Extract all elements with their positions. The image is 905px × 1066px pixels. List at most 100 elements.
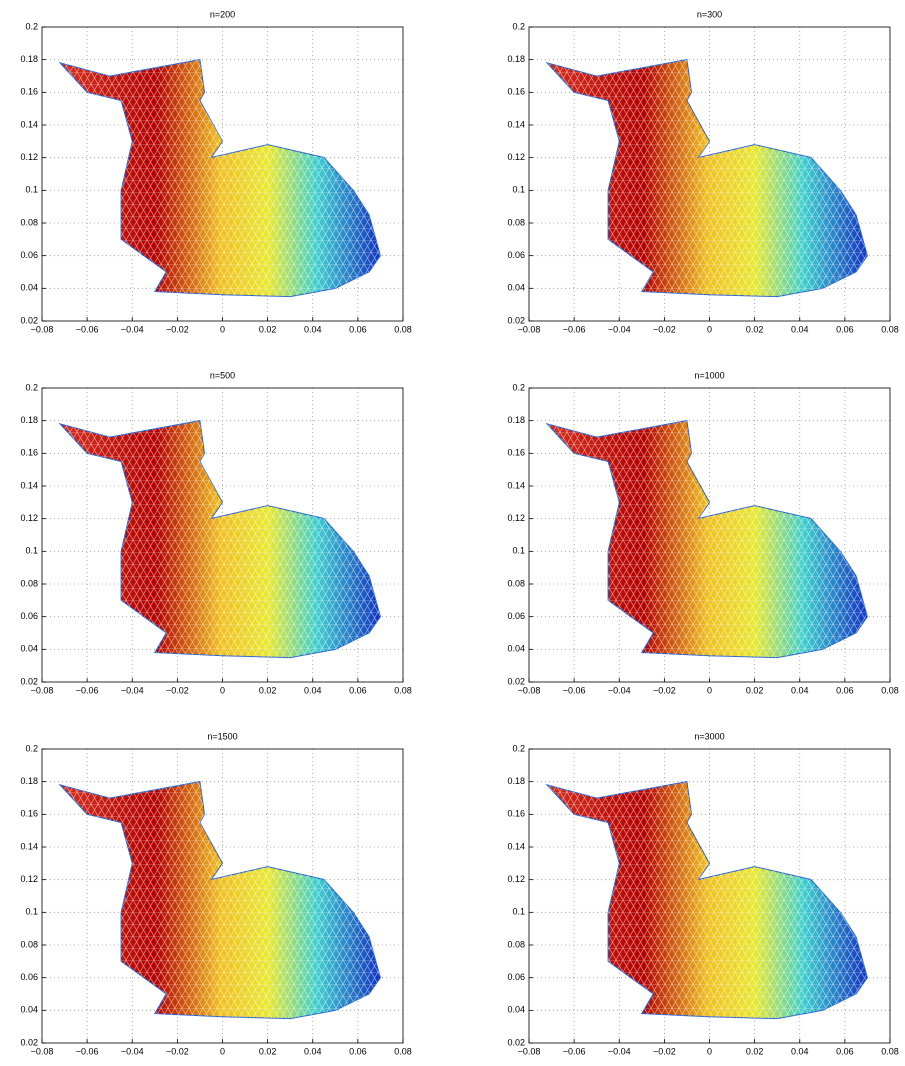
y-tick-label: 0.16	[20, 448, 38, 458]
y-tick-label: 0.2	[512, 382, 525, 392]
x-tick-label: −0.02	[166, 1046, 189, 1056]
x-tick-label: −0.04	[121, 685, 144, 695]
y-tick-label: 0.14	[507, 480, 525, 490]
y-tick-label: 0.18	[20, 54, 38, 64]
x-tick-label: −0.04	[608, 324, 631, 334]
chart-title: n=200	[210, 9, 235, 19]
x-tick-label: −0.04	[608, 1046, 631, 1056]
x-tick-label: 0.08	[881, 1046, 899, 1056]
x-tick-label: 0	[220, 685, 225, 695]
y-tick-label: 0.1	[512, 546, 525, 556]
x-tick-label: −0.06	[563, 685, 586, 695]
chart-title: n=1500	[207, 731, 237, 741]
x-tick-label: −0.06	[76, 685, 99, 695]
y-tick-label: 0.18	[507, 776, 525, 786]
x-tick-label: 0.08	[394, 685, 412, 695]
y-tick-label: 0.06	[507, 972, 525, 982]
y-tick-label: 0.1	[25, 185, 38, 195]
x-tick-label: 0.08	[881, 685, 899, 695]
y-tick-label: 0.12	[20, 513, 38, 523]
x-tick-label: 0.06	[836, 685, 854, 695]
x-tick-label: −0.04	[121, 324, 144, 334]
x-tick-label: 0	[220, 1046, 225, 1056]
subplot: n=1000 −0.08 −0.06 −0.04 −0.02 0 0.02 0.04 0.06 0…	[507, 370, 898, 695]
x-tick-label: 0.02	[746, 324, 764, 334]
x-tick-label: −0.08	[518, 685, 541, 695]
y-tick-label: 0.08	[20, 939, 38, 949]
x-tick-label: −0.06	[76, 324, 99, 334]
y-tick-label: 0.02	[507, 676, 525, 686]
subplot: n=200 −0.08 −0.06 −0.04 −0.02 0 0.02 0.04 0.06 0.…	[20, 9, 411, 334]
y-tick-label: 0.08	[507, 217, 525, 227]
y-tick-label: 0.18	[20, 776, 38, 786]
x-tick-label: −0.06	[563, 1046, 586, 1056]
y-tick-label: 0.12	[507, 513, 525, 523]
y-tick-label: 0.1	[512, 185, 525, 195]
subplot: n=500 −0.08 −0.06 −0.04 −0.02 0 0.02 0.04 0.06 0.…	[20, 370, 411, 695]
x-tick-label: −0.08	[31, 324, 54, 334]
x-tick-label: 0.06	[349, 685, 367, 695]
y-tick-label: 0.16	[507, 809, 525, 819]
x-tick-label: 0	[220, 324, 225, 334]
y-tick-label: 0.02	[20, 1037, 38, 1047]
mesh-edges	[60, 59, 381, 297]
x-tick-label: 0.04	[791, 685, 809, 695]
x-tick-label: 0.04	[304, 324, 322, 334]
y-tick-label: 0.14	[507, 119, 525, 129]
y-tick-label: 0.1	[25, 546, 38, 556]
y-tick-label: 0.06	[507, 250, 525, 260]
y-tick-label: 0.04	[20, 283, 38, 293]
x-tick-label: −0.08	[518, 1046, 541, 1056]
y-tick-label: 0.02	[20, 676, 38, 686]
x-tick-label: 0.04	[791, 1046, 809, 1056]
y-tick-label: 0.16	[20, 809, 38, 819]
y-tick-label: 0.16	[507, 87, 525, 97]
x-tick-label: 0.08	[881, 324, 899, 334]
y-tick-label: 0.04	[20, 644, 38, 654]
y-tick-label: 0.04	[20, 1005, 38, 1015]
axes-box	[528, 26, 891, 322]
x-tick-label: 0.02	[259, 685, 277, 695]
chart-title: n=3000	[694, 731, 724, 741]
x-tick-label: −0.02	[166, 685, 189, 695]
x-tick-label: −0.02	[166, 324, 189, 334]
y-tick-label: 0.02	[20, 315, 38, 325]
x-tick-label: −0.02	[653, 1046, 676, 1056]
x-tick-label: −0.04	[121, 1046, 144, 1056]
y-tick-label: 0.04	[507, 644, 525, 654]
y-tick-label: 0.06	[20, 972, 38, 982]
chart-title: n=500	[210, 370, 235, 380]
y-tick-label: 0.08	[20, 217, 38, 227]
x-tick-label: −0.08	[31, 1046, 54, 1056]
y-tick-label: 0.06	[507, 611, 525, 621]
x-tick-label: 0	[707, 685, 712, 695]
y-tick-label: 0.08	[507, 578, 525, 588]
y-tick-label: 0.2	[512, 743, 525, 753]
x-tick-label: −0.02	[653, 685, 676, 695]
x-tick-label: −0.06	[563, 324, 586, 334]
x-tick-label: −0.04	[608, 685, 631, 695]
axes-box	[528, 748, 891, 1044]
x-tick-label: −0.02	[653, 324, 676, 334]
y-tick-label: 0.2	[25, 743, 38, 753]
x-tick-label: 0	[707, 1046, 712, 1056]
y-tick-label: 0.18	[507, 415, 525, 425]
x-tick-label: 0.02	[259, 324, 277, 334]
y-tick-label: 0.02	[507, 1037, 525, 1047]
y-tick-label: 0.14	[507, 841, 525, 851]
y-tick-label: 0.04	[507, 1005, 525, 1015]
x-tick-label: 0.06	[836, 1046, 854, 1056]
y-tick-label: 0.02	[507, 315, 525, 325]
y-tick-label: 0.18	[20, 415, 38, 425]
y-tick-label: 0.12	[20, 152, 38, 162]
axes-box	[41, 387, 404, 683]
mesh-edges	[547, 781, 868, 1019]
axes-box	[41, 748, 404, 1044]
y-tick-label: 0.04	[507, 283, 525, 293]
mesh-edges	[60, 781, 381, 1019]
subplot: n=300 −0.08 −0.06 −0.04 −0.02 0 0.02 0.04 0.06 0.…	[507, 9, 898, 334]
x-tick-label: 0.06	[836, 324, 854, 334]
x-tick-label: 0.04	[791, 324, 809, 334]
subplot: n=1500 −0.08 −0.06 −0.04 −0.02 0 0.02 0.04 0.06 0…	[20, 731, 411, 1056]
